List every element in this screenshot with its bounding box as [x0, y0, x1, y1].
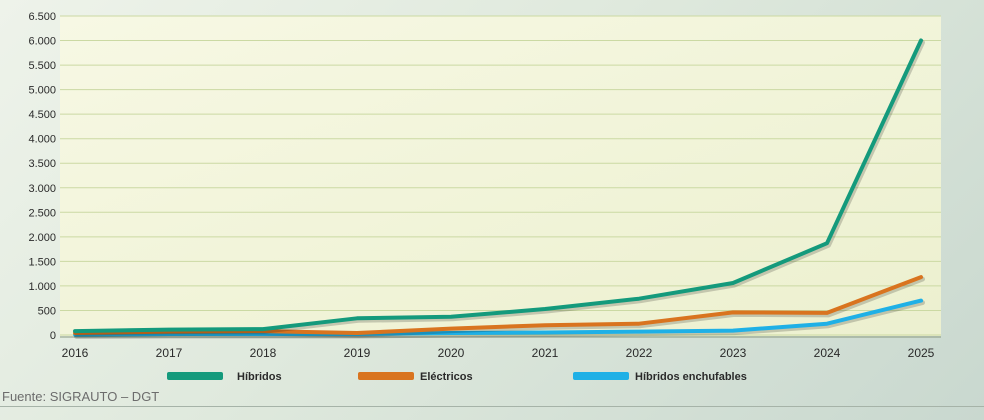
x-tick-label: 2024: [814, 346, 841, 360]
y-tick-label: 1.500: [28, 256, 56, 268]
y-tick-label: 1.000: [28, 281, 56, 293]
series-line: [73, 275, 923, 335]
y-tick-label: 2.500: [28, 207, 56, 219]
y-tick-label: 2.000: [28, 232, 56, 244]
legend: Híbridos Eléctricos Híbridos enchufables: [167, 371, 747, 383]
legend-swatch: [167, 372, 223, 380]
y-tick-label: 500: [38, 305, 56, 317]
plot-area: [60, 16, 941, 336]
y-tick-label: 3.500: [28, 158, 56, 170]
y-tick-label: 6.000: [28, 36, 56, 48]
source-note: Fuente: SIGRAUTO – DGT: [2, 389, 160, 404]
x-tick-label: 2023: [720, 346, 747, 360]
x-tick-label: 2021: [532, 346, 559, 360]
legend-swatch: [573, 372, 629, 380]
legend-label: Eléctricos: [420, 371, 473, 383]
x-tick-label: 2016: [62, 346, 89, 360]
y-tick-label: 5.500: [28, 60, 56, 72]
legend-label: Híbridos enchufables: [635, 371, 747, 383]
x-tick-label: 2019: [344, 346, 371, 360]
legend-swatch: [358, 372, 414, 380]
series-line-shadow: [74, 40, 925, 336]
y-tick-label: 5.000: [28, 85, 56, 97]
y-tick-label: 0: [50, 330, 56, 342]
y-tick-label: 4.000: [28, 134, 56, 146]
x-tick-label: 2020: [438, 346, 465, 360]
legend-label: Híbridos: [237, 371, 282, 383]
series-line: [73, 298, 923, 337]
axes: 0 500 1.000 1.500 2.000 2.500 3.000 3.500 4.000 4…: [28, 11, 941, 360]
series-line-shadow: [74, 300, 925, 339]
y-tick-label: 3.000: [28, 183, 56, 195]
y-tick-label: 6.500: [28, 11, 56, 23]
x-tick-label: 2022: [626, 346, 653, 360]
y-tick-label: 4.500: [28, 109, 56, 121]
gridlines: [60, 15, 941, 336]
series-lines: [73, 38, 925, 339]
x-tick-label: 2017: [156, 346, 183, 360]
x-tick-label: 2018: [250, 346, 277, 360]
series-line: [73, 38, 923, 334]
divider: [0, 406, 984, 407]
x-tick-label: 2025: [908, 346, 935, 360]
